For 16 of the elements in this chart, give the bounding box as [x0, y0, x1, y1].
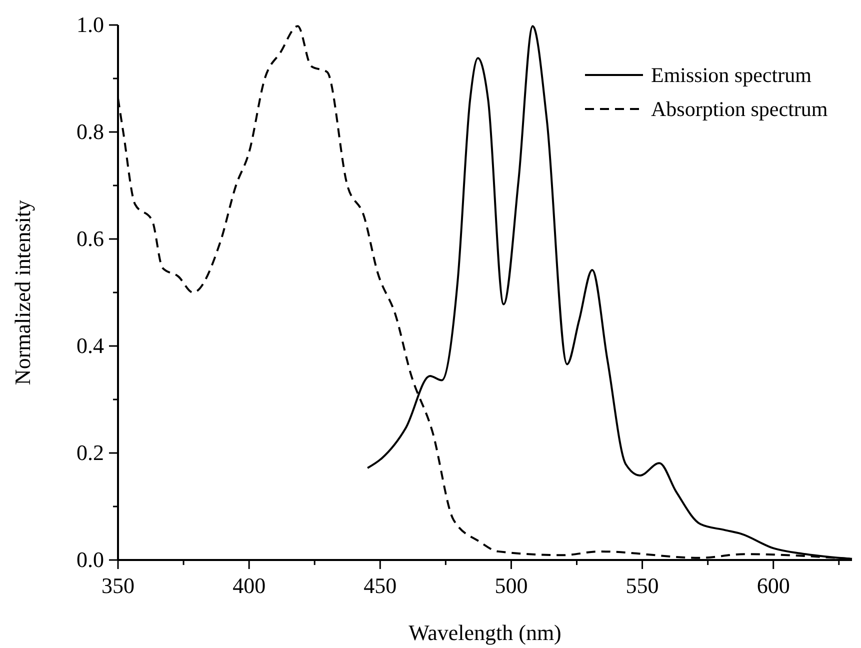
- y-tick-label: 0.0: [76, 547, 104, 572]
- x-tick-label: 550: [626, 573, 659, 598]
- y-tick-label: 0.4: [76, 333, 104, 358]
- legend-label: Absorption spectrum: [651, 97, 828, 121]
- x-tick-label: 400: [232, 573, 266, 598]
- x-tick-label: 600: [756, 573, 790, 598]
- y-tick-label: 0.6: [76, 226, 104, 251]
- y-tick-label: 1.0: [76, 12, 104, 37]
- legend-label: Emission spectrum: [651, 63, 812, 87]
- y-tick-label: 0.2: [76, 440, 104, 465]
- x-tick-label: 350: [102, 573, 134, 598]
- x-tick-label: 450: [364, 573, 397, 598]
- y-axis-title: Normalized intensity: [10, 200, 35, 386]
- y-tick-label: 0.8: [76, 119, 104, 144]
- x-axis-title: Wavelength (nm): [408, 620, 562, 645]
- x-tick-label: 500: [494, 573, 528, 598]
